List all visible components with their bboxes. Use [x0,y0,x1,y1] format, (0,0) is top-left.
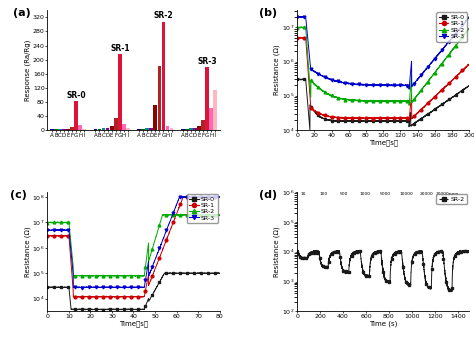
Bar [193,128,197,130]
Bar [213,91,217,130]
Bar [210,108,213,130]
Legend: SR-0, SR-1, SR-2, SR-3: SR-0, SR-1, SR-2, SR-3 [437,12,467,42]
Text: 1000: 1000 [359,192,370,197]
Bar [146,128,149,130]
X-axis label: Time (s): Time (s) [369,320,397,327]
Bar [205,67,209,130]
Text: (a): (a) [13,8,31,18]
Bar [54,129,58,130]
Text: 100: 100 [319,192,328,197]
Bar [149,128,153,130]
Bar [141,129,145,130]
Bar [122,124,126,130]
Bar [66,129,70,130]
Legend: SR-0, SR-1, SR-2, SR-3: SR-0, SR-1, SR-2, SR-3 [187,194,218,223]
X-axis label: Time（s）: Time（s） [119,320,148,327]
Bar [170,128,173,130]
Text: 500: 500 [340,192,348,197]
Bar [162,21,165,130]
Bar [98,129,101,130]
X-axis label: Time（s）: Time（s） [369,139,398,146]
Bar [185,129,189,130]
Bar [154,104,157,130]
Bar [50,129,54,130]
Text: 5000: 5000 [380,192,391,197]
Text: (b): (b) [259,8,277,18]
Bar [126,128,130,130]
Text: SR-0: SR-0 [66,91,86,100]
Y-axis label: Resistance (Ω): Resistance (Ω) [24,226,31,277]
Y-axis label: Resistance (Ω): Resistance (Ω) [274,226,281,277]
Bar [181,129,184,130]
Text: SR-3: SR-3 [197,57,217,66]
Text: (d): (d) [259,190,277,200]
Text: 10000: 10000 [399,192,413,197]
Bar [114,118,118,130]
Bar [157,66,161,130]
Bar [201,120,205,130]
Bar [106,128,109,130]
Bar [118,54,122,130]
Bar [137,129,141,130]
Bar [165,126,169,130]
Bar [189,128,192,130]
Bar [62,129,66,130]
Text: 20000: 20000 [420,192,434,197]
Bar [101,128,105,130]
Text: (c): (c) [9,190,27,200]
Bar [70,127,74,130]
Bar [58,129,62,130]
Legend: SR-2: SR-2 [437,194,467,204]
Bar [93,129,97,130]
Bar [110,126,114,130]
Text: 10: 10 [300,192,306,197]
Y-axis label: Resistance (Ω): Resistance (Ω) [274,45,281,95]
Bar [197,126,201,130]
Bar [82,129,86,130]
Text: SR-1: SR-1 [110,44,129,53]
Text: 30000ppm: 30000ppm [436,192,459,197]
Bar [74,101,78,130]
Text: SR-2: SR-2 [154,11,173,20]
Y-axis label: Response (Ra/Rg): Response (Ra/Rg) [25,39,31,101]
Bar [78,125,82,130]
